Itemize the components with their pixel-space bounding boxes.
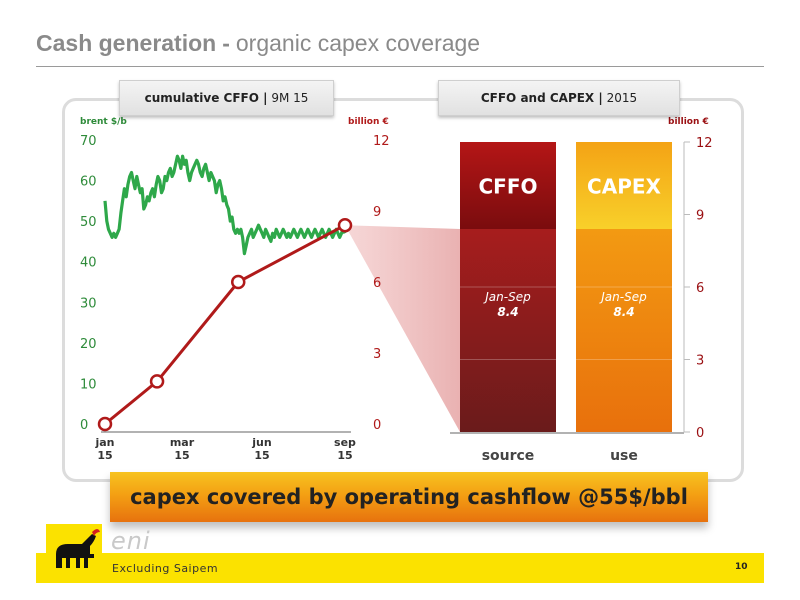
brent-price-line	[103, 154, 347, 256]
left-tick-label: 10	[80, 377, 97, 392]
bar-period-label: Jan-Sep	[483, 290, 531, 304]
bar-tick-label: 9	[696, 209, 704, 224]
tab-right-year: 2015	[606, 91, 638, 105]
conclusion-banner: capex covered by operating cashflow @55$…	[110, 472, 708, 522]
bar-value-label: 8.4	[613, 305, 634, 319]
tab-cumulative-cffo: cumulative CFFO | 9M 15	[119, 80, 334, 116]
tab-left-bold: cumulative CFFO |	[144, 91, 268, 105]
title-divider	[36, 66, 764, 67]
x-tick-line1: jan	[94, 436, 114, 449]
title-main: Cash generation	[36, 30, 217, 56]
cffo-point	[337, 217, 353, 233]
bar-tick-label: 3	[696, 354, 704, 369]
bar-axis-label: billion €	[668, 117, 709, 127]
x-tick-line1: jun	[251, 436, 271, 449]
right-tick-label: 9	[373, 205, 381, 220]
x-tick-label: mar 15	[170, 436, 195, 462]
x-tick-label: sep 15	[334, 436, 356, 462]
right-tick-label: 0	[373, 418, 381, 433]
bar-value-label: 8.4	[497, 305, 518, 319]
zoom-wedge	[345, 225, 460, 432]
cffo-point	[230, 274, 246, 290]
right-axis-label: billion €	[348, 117, 389, 127]
x-tick-line2: 15	[254, 449, 269, 462]
bar-tick-label: 6	[696, 281, 704, 296]
page-number: 10	[735, 562, 748, 572]
bar-tick-label: 0	[696, 426, 704, 441]
x-tick-label: jan 15	[94, 436, 114, 462]
bar-title-label: CFFO	[478, 175, 537, 199]
right-tick-label: 6	[373, 276, 381, 291]
bar-category-label: source	[482, 448, 535, 464]
bar-full-year-segment	[460, 142, 556, 229]
bar-full-year-segment	[576, 142, 672, 229]
right-tick-label: 12	[373, 134, 390, 149]
six-legged-dog-logo-icon	[46, 524, 102, 580]
eni-brand-wordmark: eni	[111, 527, 151, 555]
left-tick-label: 30	[80, 296, 97, 311]
right-tick-label: 3	[373, 347, 381, 362]
cffo-cumulative-line	[104, 223, 346, 426]
x-tick-line2: 15	[97, 449, 112, 462]
x-tick-line1: sep	[334, 436, 356, 449]
bar-tick-label: 12	[696, 136, 713, 151]
slide-title: Cash generation - organic capex coverage	[36, 30, 480, 57]
left-tick-label: 40	[80, 256, 97, 271]
cffo-point	[149, 374, 165, 389]
left-tick-label: 60	[80, 175, 97, 190]
left-tick-label: 70	[80, 134, 97, 149]
cffo-point	[97, 416, 113, 432]
bar-jan-sep-segment	[576, 229, 672, 432]
left-axis-label: brent $/b	[80, 117, 127, 127]
x-tick-label: jun 15	[251, 436, 271, 462]
title-dash: -	[222, 30, 230, 56]
x-tick-line1: mar	[170, 436, 195, 449]
footer-bar	[36, 553, 764, 583]
bar-jan-sep-segment	[460, 229, 556, 432]
left-tick-label: 50	[80, 215, 97, 230]
x-tick-line2: 15	[337, 449, 352, 462]
bar-category-label: use	[610, 448, 638, 464]
x-tick-line2: 15	[174, 449, 189, 462]
title-subtitle: organic capex coverage	[235, 30, 481, 56]
left-tick-label: 0	[80, 418, 88, 433]
bar-title-label: CAPEX	[587, 175, 661, 199]
tab-cffo-capex: CFFO and CAPEX | 2015	[438, 80, 680, 116]
bar-period-label: Jan-Sep	[599, 290, 647, 304]
left-tick-label: 20	[80, 337, 97, 352]
tab-right-bold: CFFO and CAPEX |	[480, 91, 603, 105]
tab-left-period: 9M 15	[271, 91, 309, 105]
footnote: Excluding Saipem	[112, 562, 219, 575]
